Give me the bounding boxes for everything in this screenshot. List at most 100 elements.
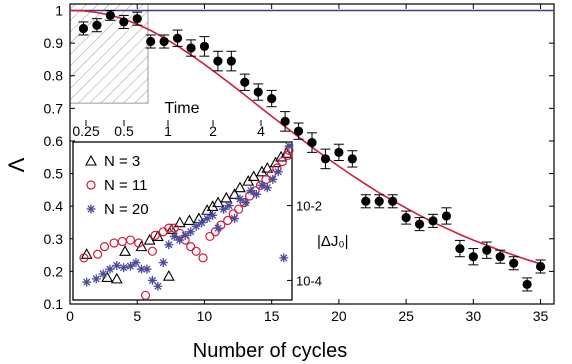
data-point: [468, 252, 478, 262]
inset-point-star: [147, 275, 157, 285]
inset-point-triangle: [280, 147, 293, 158]
inset-point-circle: [99, 242, 110, 252]
inset-point-triangle: [206, 200, 219, 211]
inset-point-star: [197, 218, 207, 228]
data-point: [280, 116, 290, 126]
inset-point-star: [284, 141, 294, 151]
inset-point-triangle: [183, 214, 196, 226]
inset-point-star: [98, 269, 108, 279]
inset-point-triangle: [255, 165, 268, 177]
data-point: [482, 245, 492, 255]
inset-point-star: [169, 231, 179, 241]
inset-point-star: [208, 210, 218, 220]
inset-point-circle: [93, 249, 103, 259]
inset-point-triangle: [135, 240, 148, 252]
inset-point-circle: [164, 223, 174, 233]
data-point: [146, 36, 156, 47]
inset-point-triangle: [119, 245, 131, 256]
inset-point-star: [164, 240, 174, 250]
x-tick-label: 10: [197, 308, 213, 324]
inset-point-star: [158, 258, 168, 268]
inset-point-star: [136, 264, 146, 274]
data-point: [347, 154, 357, 164]
data-point: [159, 36, 169, 47]
inset-point-circle: [134, 238, 144, 248]
inset-point-star: [112, 261, 122, 271]
data-point: [441, 211, 452, 221]
inset-point-circle: [186, 242, 196, 252]
inset-point-triangle: [143, 233, 156, 245]
inset-point-star: [219, 204, 229, 214]
fit-curve: [70, 9, 541, 265]
x-tick-label: 25: [398, 308, 414, 324]
inset-point-star: [186, 227, 196, 237]
inset-point-circle: [277, 156, 288, 167]
inset-point-star: [262, 183, 272, 193]
inset-point-star: [224, 201, 234, 211]
inset-point-triangle: [151, 230, 164, 241]
inset-point-triangle: [162, 270, 175, 281]
inset-point-circle: [125, 235, 136, 245]
inset-point-star: [268, 174, 278, 184]
data-point: [226, 56, 236, 66]
data-point: [92, 20, 102, 30]
inset-y-axis-label: |ΔJ₀|: [317, 233, 349, 250]
time-axis-label: Time: [165, 100, 200, 117]
legend-label: N = 20: [104, 201, 149, 218]
data-point: [105, 10, 115, 21]
y-tick-label: 0.4: [44, 198, 64, 214]
time-tick-label: 2: [209, 123, 217, 139]
time-tick-label: 1: [164, 123, 172, 139]
inset-point-star: [125, 261, 135, 271]
inset-y-tick-label: 10-2: [296, 199, 322, 214]
inset-point-circle: [216, 220, 226, 230]
main-axes-frame: [69, 3, 555, 305]
x-tick-label: 30: [466, 308, 482, 324]
data-point: [495, 252, 505, 262]
data-point: [293, 126, 304, 136]
legend-label: N = 11: [104, 177, 148, 194]
inset-point-star: [251, 189, 261, 199]
inset-point-star: [257, 180, 267, 190]
data-point: [199, 41, 210, 51]
inset-plot: 10-4 10-2 N = 3 N = 11 N = 20: [72, 141, 322, 301]
y-tick-label: 0.6: [44, 133, 64, 149]
data-point: [334, 147, 344, 157]
data-point: [535, 261, 546, 272]
data-point: [388, 196, 398, 206]
inset-point-star: [180, 230, 190, 240]
data-point: [361, 196, 371, 206]
data-point: [119, 17, 129, 27]
inset-point-circle: [283, 150, 293, 160]
inset-point-triangle: [234, 181, 246, 193]
inset-point-star: [235, 194, 245, 204]
data-point: [509, 258, 519, 268]
x-tick-label: 20: [331, 308, 347, 324]
x-axis-label: Number of cycles: [193, 340, 348, 362]
data-point: [414, 219, 425, 229]
data-point: [320, 154, 331, 164]
inset-point-triangle: [228, 188, 241, 199]
inset-point-circle: [205, 231, 215, 242]
y-tick-label: 0.2: [44, 263, 64, 279]
inset-point-circle: [147, 246, 157, 256]
time-tick-label: 0.25: [72, 123, 99, 139]
inset-y-tick-label: 10-4: [296, 273, 322, 288]
time-tick-label: 0.5: [114, 123, 134, 139]
inset-point-star: [202, 214, 212, 224]
data-point: [78, 23, 89, 34]
inset-frame: [72, 141, 293, 301]
data-point: [253, 87, 263, 97]
inset-point-star: [246, 186, 256, 196]
inset-point-star: [153, 281, 163, 291]
inset-point-star: [105, 264, 115, 274]
inset-point-star: [230, 214, 240, 224]
inset-point-circle: [191, 246, 201, 256]
main-plot: 0 5 10 15 20 25 30 35 0.1 0.2 0.3 0.4 0.5 0.6 0.7 0.8 0.…: [44, 3, 555, 324]
inset-point-circle: [150, 230, 160, 240]
x-tick-label: 15: [264, 308, 280, 324]
y-tick-label: 0.1: [44, 296, 64, 312]
data-point: [213, 56, 223, 66]
inset-point-star: [240, 198, 250, 208]
